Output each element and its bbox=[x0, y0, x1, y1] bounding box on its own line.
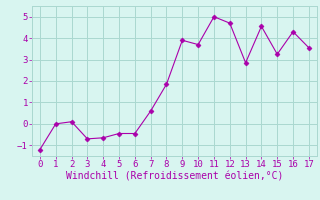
X-axis label: Windchill (Refroidissement éolien,°C): Windchill (Refroidissement éolien,°C) bbox=[66, 172, 283, 182]
